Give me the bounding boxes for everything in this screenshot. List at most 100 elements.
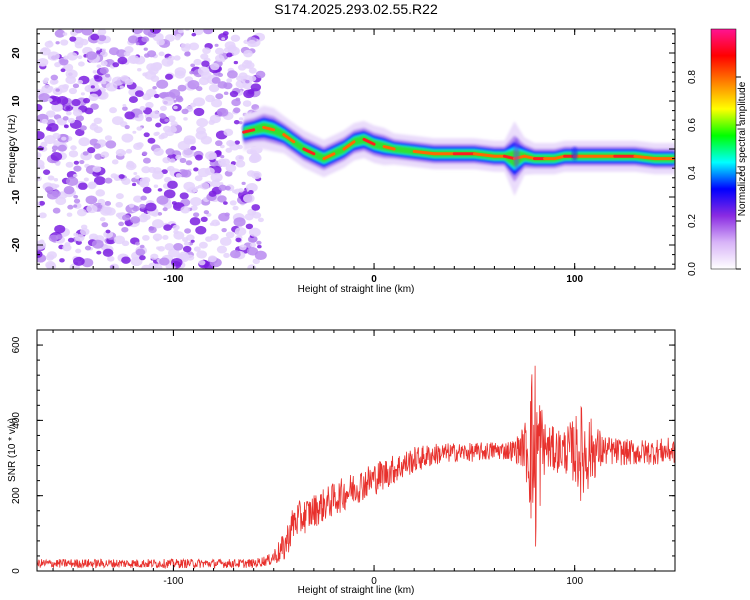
- noise-blob: [174, 70, 186, 79]
- noise-blob: [116, 49, 127, 58]
- noise-blob: [156, 38, 165, 46]
- noise-blob: [237, 64, 247, 71]
- noise-blob: [180, 206, 191, 214]
- noise-blob: [135, 248, 146, 256]
- noise-blob: [177, 29, 184, 34]
- ridge-core: [502, 154, 516, 161]
- noise-blob: [122, 103, 127, 107]
- noise-blob: [190, 145, 197, 151]
- noise-blob: [72, 109, 83, 117]
- noise-blob: [247, 39, 257, 48]
- noise-blob: [249, 75, 257, 82]
- noise-blob: [203, 210, 210, 215]
- noise-blob: [243, 59, 250, 65]
- noise-blob: [195, 225, 207, 235]
- noise-blob: [143, 47, 148, 51]
- noise-blob: [215, 221, 221, 226]
- noise-blob: [93, 117, 102, 125]
- noise-blob: [167, 248, 180, 258]
- noise-blob: [94, 75, 103, 82]
- noise-blob: [99, 217, 106, 222]
- noise-blob: [257, 217, 264, 223]
- noise-blob: [109, 107, 117, 114]
- noise-blob: [127, 35, 139, 44]
- noise-blob: [229, 90, 239, 98]
- noise-blob: [248, 190, 254, 195]
- noise-blob: [80, 227, 90, 236]
- noise-blob: [56, 118, 64, 124]
- noise-blob: [156, 195, 169, 205]
- noise-blob: [69, 36, 77, 42]
- noise-blob: [162, 207, 168, 212]
- noise-blob: [95, 46, 101, 51]
- noise-blob: [101, 80, 107, 85]
- noise-blob: [61, 136, 67, 141]
- noise-blob: [55, 41, 60, 45]
- noise-blob: [192, 188, 198, 193]
- snr-y-tick-label: 0: [11, 568, 22, 574]
- noise-blob: [91, 239, 104, 249]
- noise-blob: [230, 34, 241, 42]
- noise-blob: [71, 99, 81, 107]
- noise-blob: [190, 239, 195, 243]
- noise-blob: [121, 256, 131, 264]
- noise-blob: [152, 212, 159, 217]
- noise-blob: [173, 242, 184, 251]
- noise-blob: [138, 114, 144, 119]
- noise-blob: [257, 244, 262, 249]
- noise-blob: [137, 67, 142, 72]
- noise-blob: [173, 229, 179, 234]
- snr-x-tick-label: 0: [371, 576, 377, 587]
- noise-blob: [62, 244, 72, 252]
- noise-blob: [52, 132, 61, 140]
- noise-blob: [55, 162, 61, 166]
- noise-blob: [167, 180, 178, 189]
- noise-blob: [44, 135, 56, 145]
- noise-blob: [83, 97, 91, 104]
- noise-blob: [153, 93, 160, 99]
- noise-blob: [231, 98, 241, 107]
- spectrogram-frame: [36, 28, 676, 270]
- noise-blob: [203, 29, 214, 35]
- noise-blob: [86, 204, 98, 214]
- noise-blob: [150, 110, 161, 119]
- noise-blob: [218, 184, 227, 191]
- noise-blob: [128, 96, 138, 104]
- noise-blob: [73, 198, 81, 204]
- noise-blob: [255, 70, 266, 79]
- noise-blob: [223, 91, 229, 95]
- noise-blob: [75, 248, 82, 254]
- noise-blob: [179, 157, 187, 164]
- noise-blob: [80, 92, 85, 96]
- noise-blob: [47, 190, 59, 200]
- noise-blob: [190, 205, 198, 211]
- noise-blob: [151, 219, 164, 229]
- noise-blob: [92, 165, 102, 173]
- noise-blob: [200, 53, 209, 60]
- noise-blob: [146, 50, 157, 58]
- noise-blob: [76, 208, 87, 217]
- noise-blob: [136, 142, 144, 148]
- snr-series-line: [37, 365, 675, 570]
- noise-blob: [38, 93, 51, 103]
- noise-blob: [183, 117, 188, 121]
- noise-blob: [100, 60, 108, 67]
- noise-blob: [229, 141, 236, 147]
- noise-blob: [233, 119, 240, 125]
- noise-blob: [128, 203, 135, 208]
- noise-blob: [55, 196, 67, 206]
- spectrogram-x-tick-label: 0: [371, 274, 377, 285]
- noise-blob: [74, 234, 85, 242]
- noise-blob: [171, 257, 183, 267]
- noise-blob: [38, 164, 45, 170]
- noise-blob: [104, 135, 113, 141]
- spectrogram-y-tick-label: 0: [11, 146, 22, 152]
- ridge-burst: [513, 137, 520, 170]
- noise-blob: [126, 160, 135, 167]
- noise-blob: [88, 93, 99, 102]
- noise-blob: [251, 170, 262, 180]
- noise-blob: [62, 116, 69, 121]
- noise-blob: [65, 69, 78, 79]
- noise-blob: [73, 160, 80, 165]
- noise-blob: [142, 72, 148, 77]
